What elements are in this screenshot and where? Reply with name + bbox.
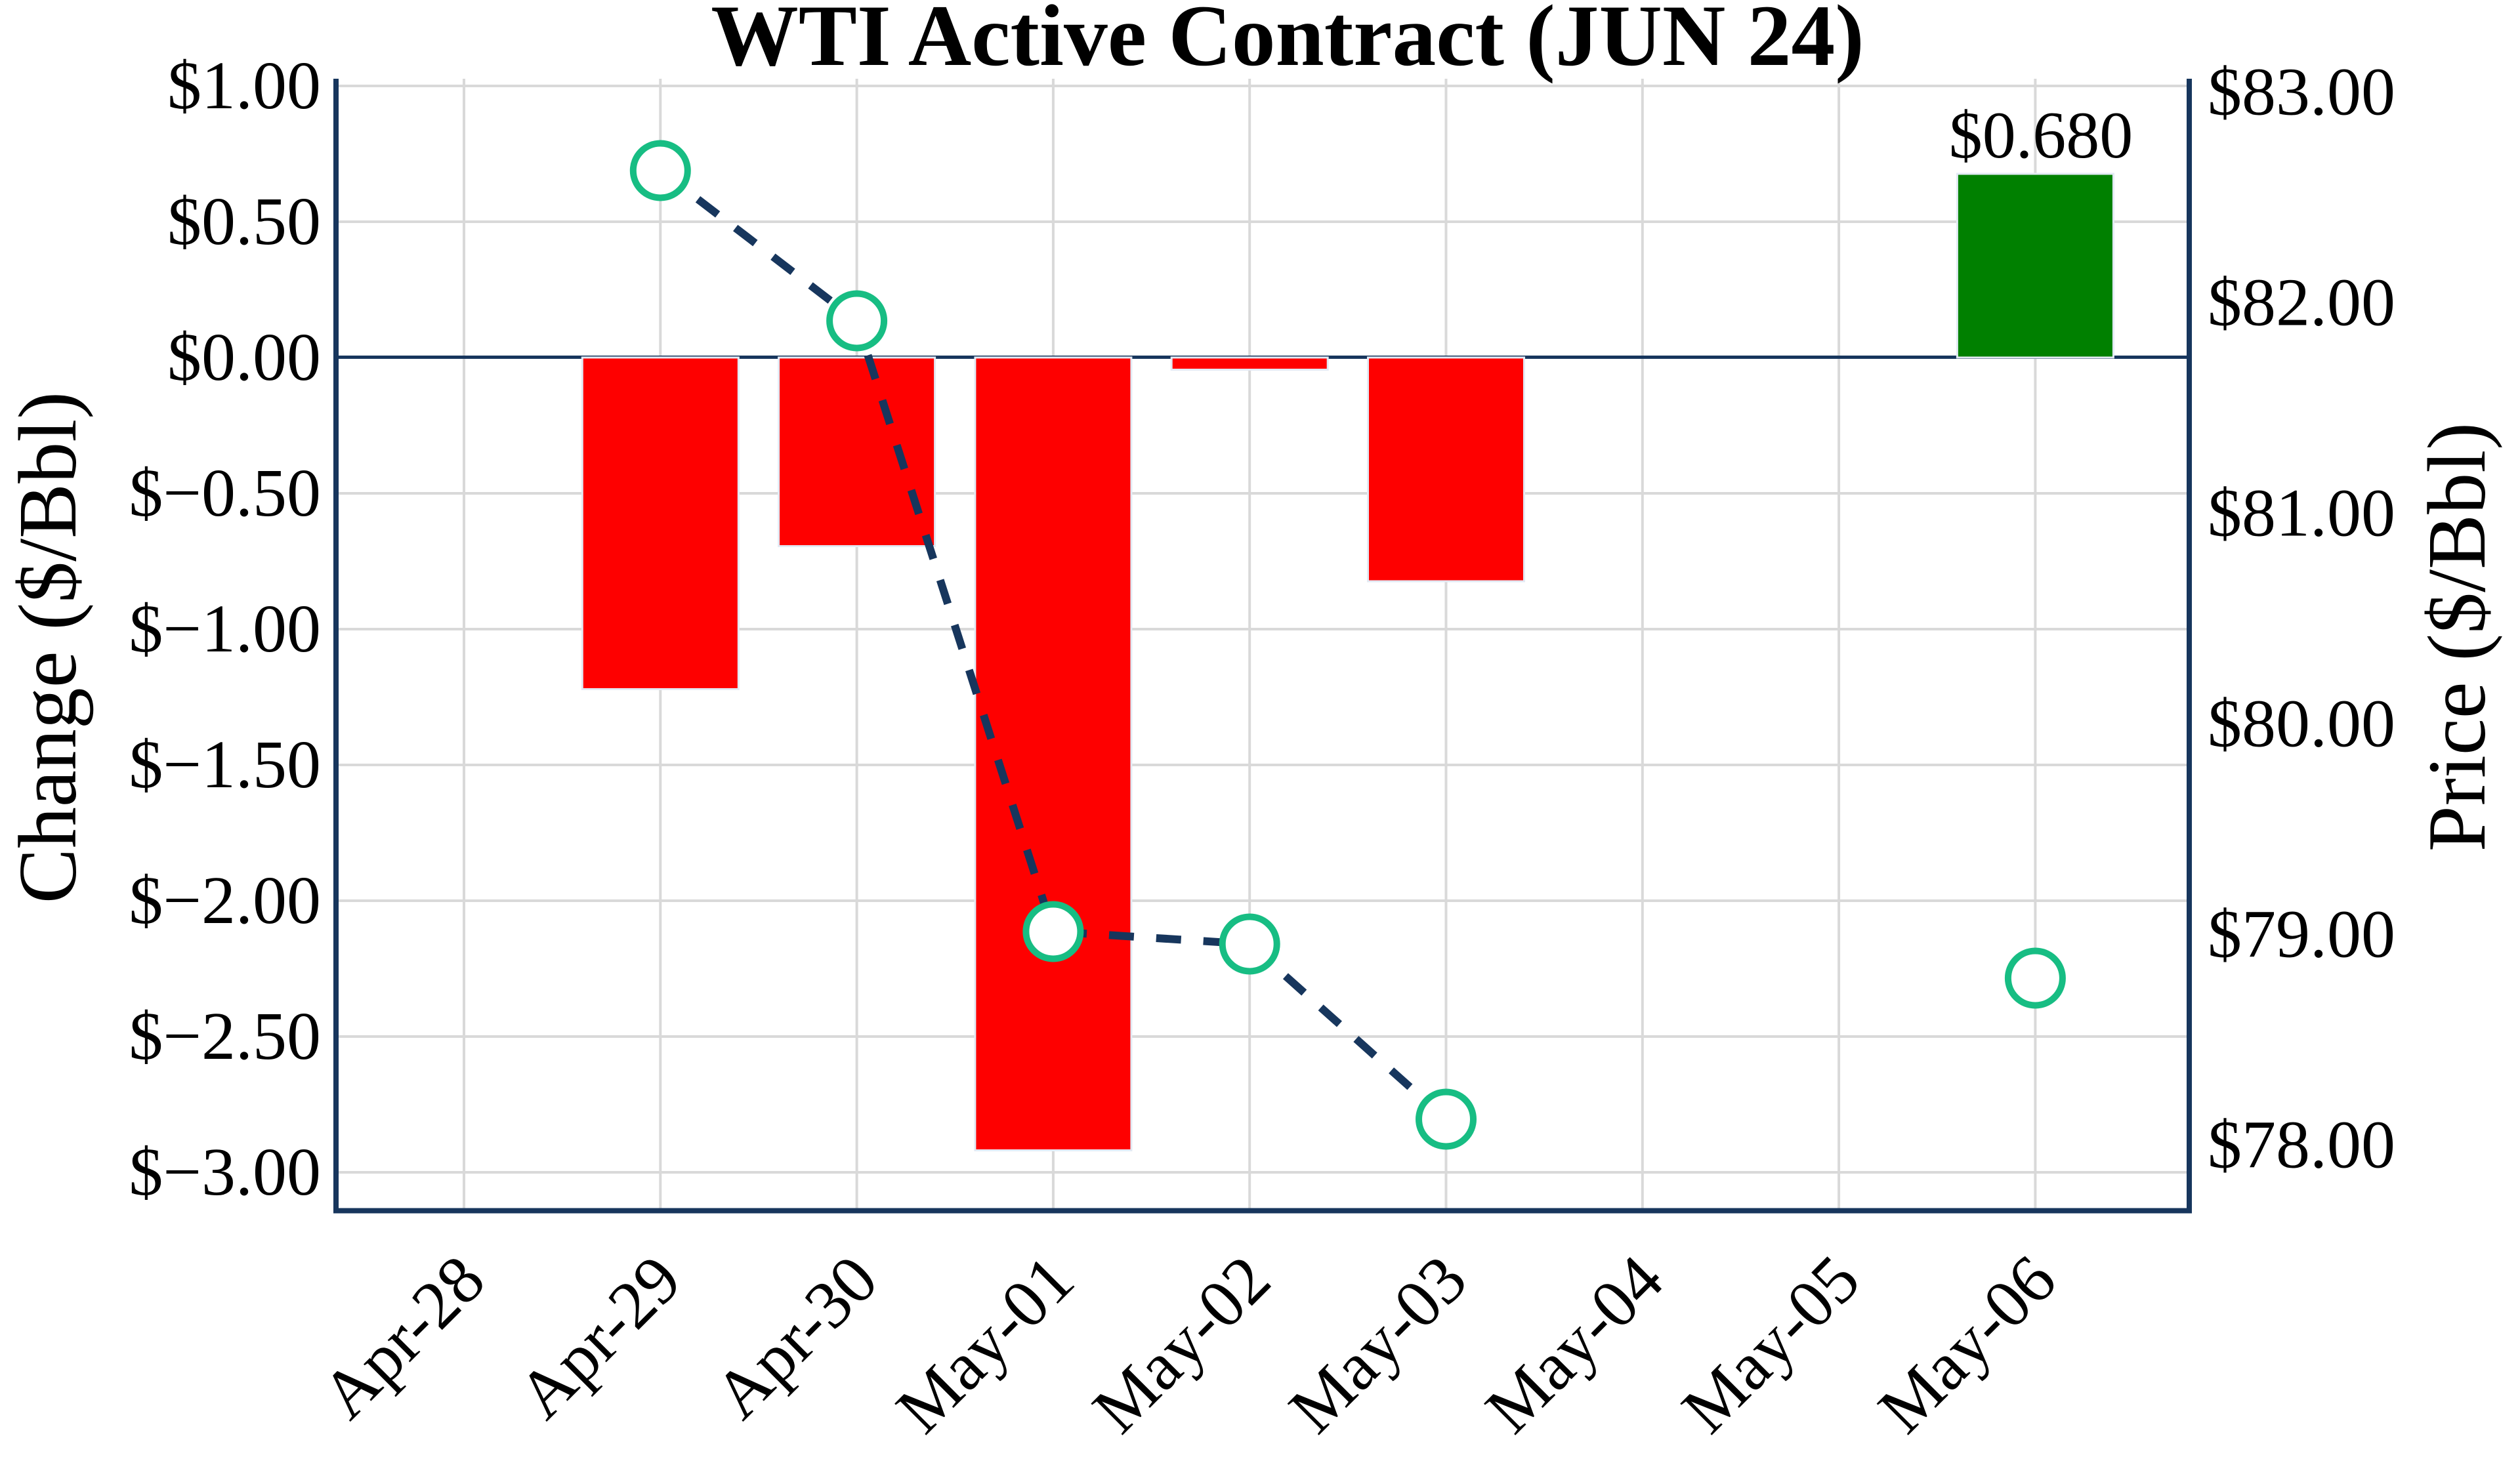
svg-text:Change ($/Bbl): Change ($/Bbl)	[3, 392, 94, 903]
svg-text:$80.00: $80.00	[2208, 686, 2395, 762]
svg-text:$−1.00: $−1.00	[129, 591, 321, 667]
svg-text:$0.50: $0.50	[167, 184, 321, 259]
svg-text:$−1.50: $−1.50	[129, 727, 321, 802]
svg-text:$81.00: $81.00	[2208, 476, 2395, 551]
svg-text:$83.00: $83.00	[2208, 54, 2395, 130]
svg-text:$−3.00: $−3.00	[129, 1134, 321, 1210]
svg-text:$82.00: $82.00	[2208, 265, 2395, 340]
svg-text:$−2.50: $−2.50	[129, 998, 321, 1074]
svg-text:$0.00: $0.00	[167, 319, 321, 395]
svg-text:$78.00: $78.00	[2208, 1107, 2395, 1183]
svg-text:$79.00: $79.00	[2208, 897, 2395, 972]
svg-text:$1.00: $1.00	[167, 48, 321, 123]
svg-text:$0.680: $0.680	[1949, 98, 2133, 173]
svg-text:$−0.50: $−0.50	[129, 455, 321, 531]
svg-text:WTI Active Contract (JUN 24): WTI Active Contract (JUN 24)	[711, 0, 1864, 84]
svg-text:Price ($/Bbl): Price ($/Bbl)	[2412, 422, 2503, 852]
svg-text:$−2.00: $−2.00	[129, 863, 321, 938]
